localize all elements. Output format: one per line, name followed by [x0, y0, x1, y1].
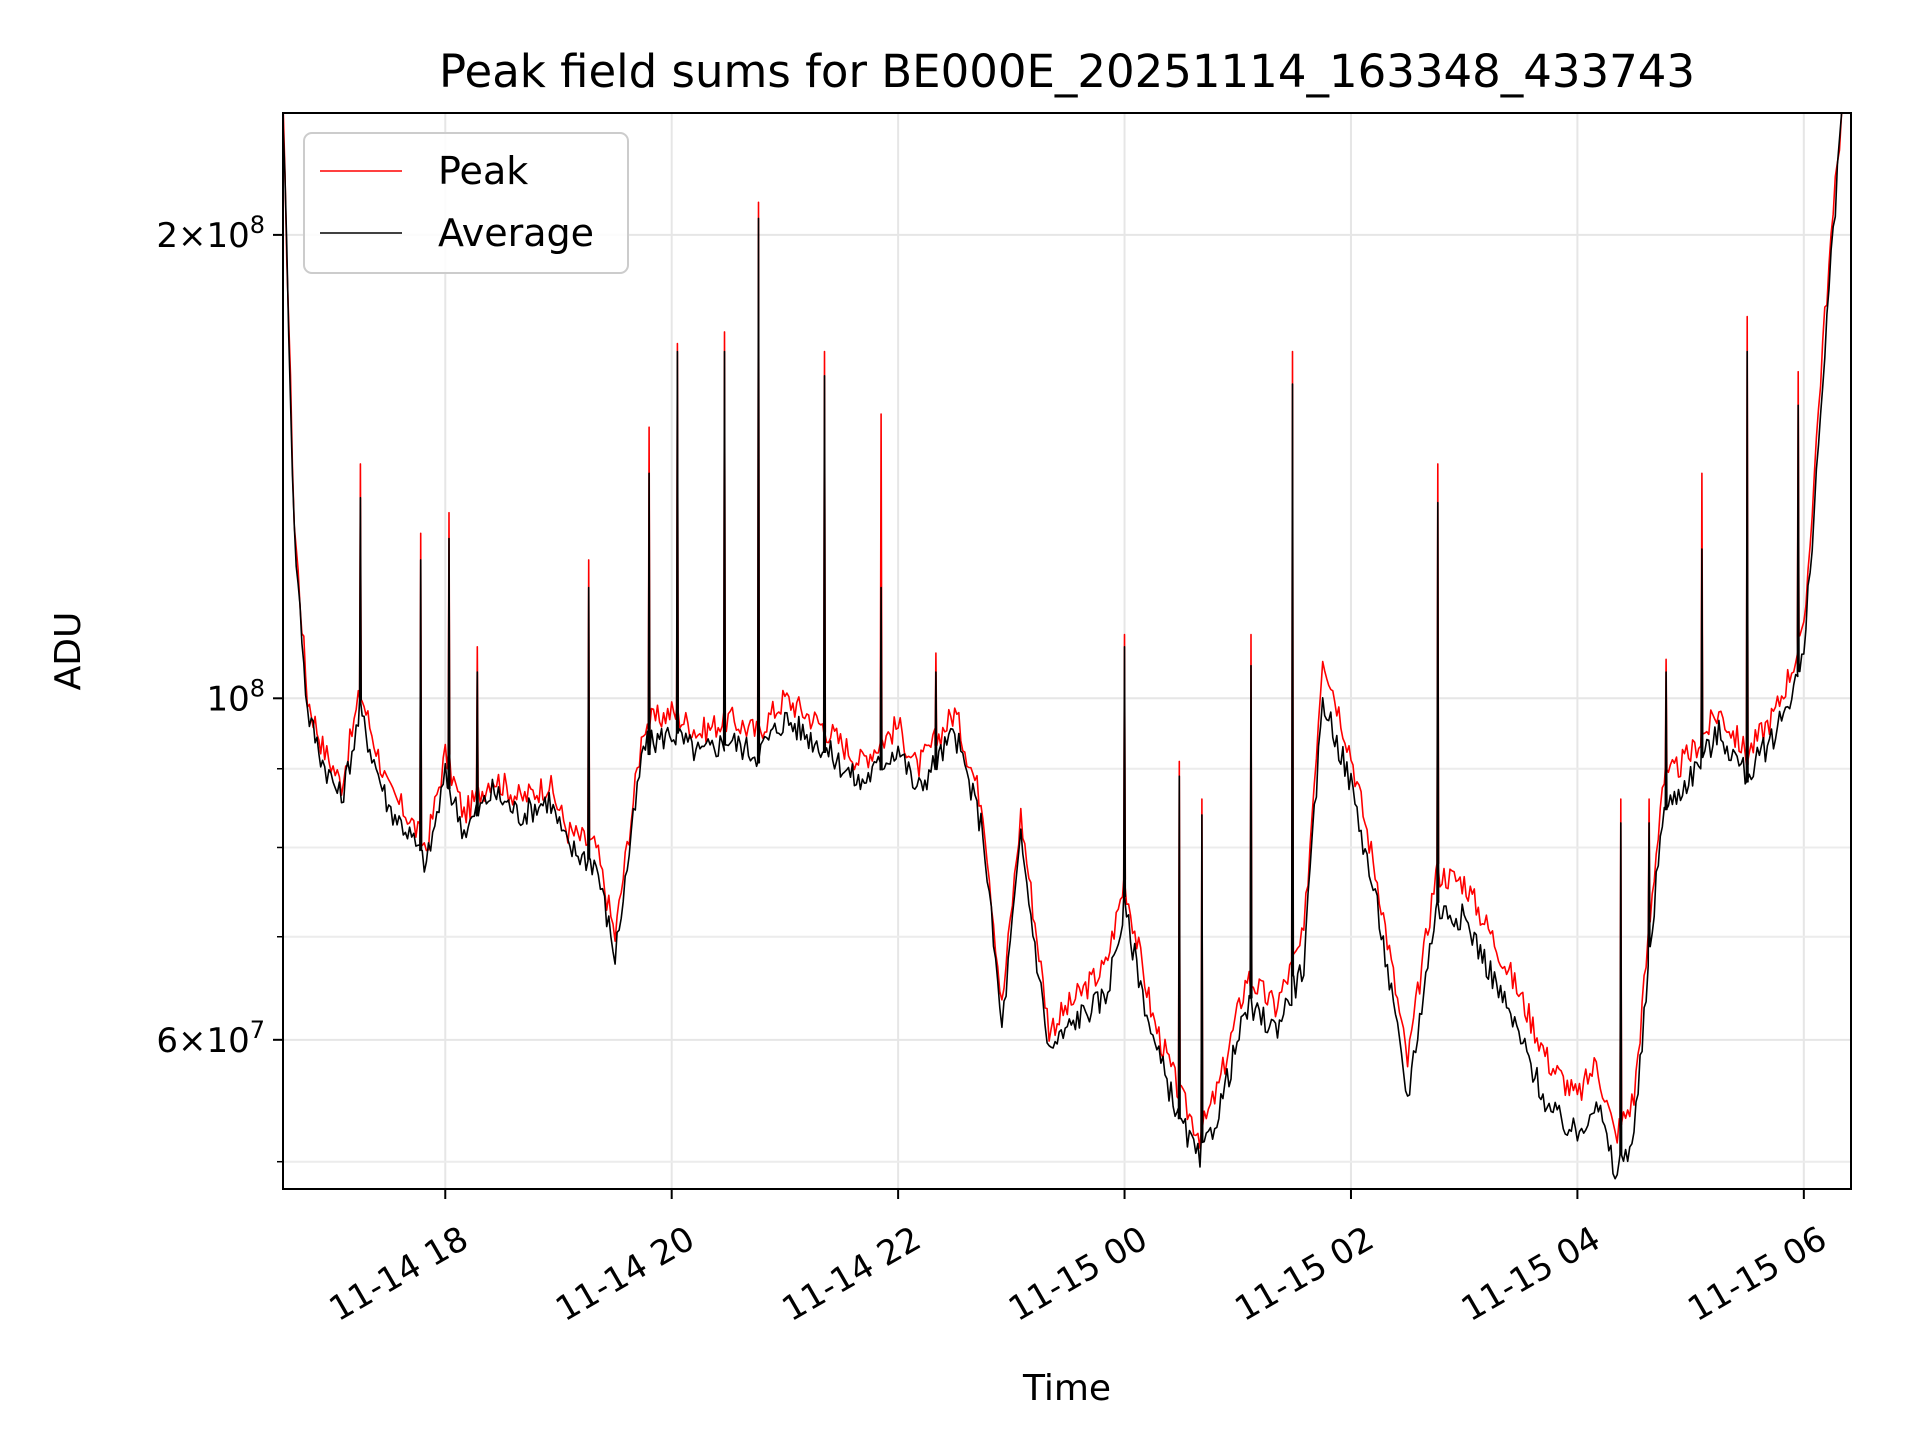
y-tick-label: 2×108 [156, 211, 265, 256]
series-layer [283, 113, 1843, 1180]
chart-title: Peak field sums for BE000E_20251114_1633… [439, 45, 1695, 98]
legend: Peak Average [303, 132, 629, 274]
legend-label-average: Average [438, 211, 594, 255]
plot-area [283, 113, 1843, 1180]
legend-box [303, 132, 629, 274]
y-tick-label: 6×107 [156, 1016, 265, 1061]
series-line-peak [283, 113, 1843, 1149]
y-axis-label: ADU [48, 612, 89, 691]
legend-label-peak: Peak [438, 149, 528, 193]
grid-lines [283, 113, 1851, 1189]
x-axis-label: Time [1022, 1368, 1111, 1409]
y-axis: 6×107 108 2×108 [156, 211, 283, 1163]
y-tick-label: 108 [206, 674, 265, 719]
series-line-average [283, 113, 1843, 1180]
plot-frame [282, 112, 1852, 1190]
